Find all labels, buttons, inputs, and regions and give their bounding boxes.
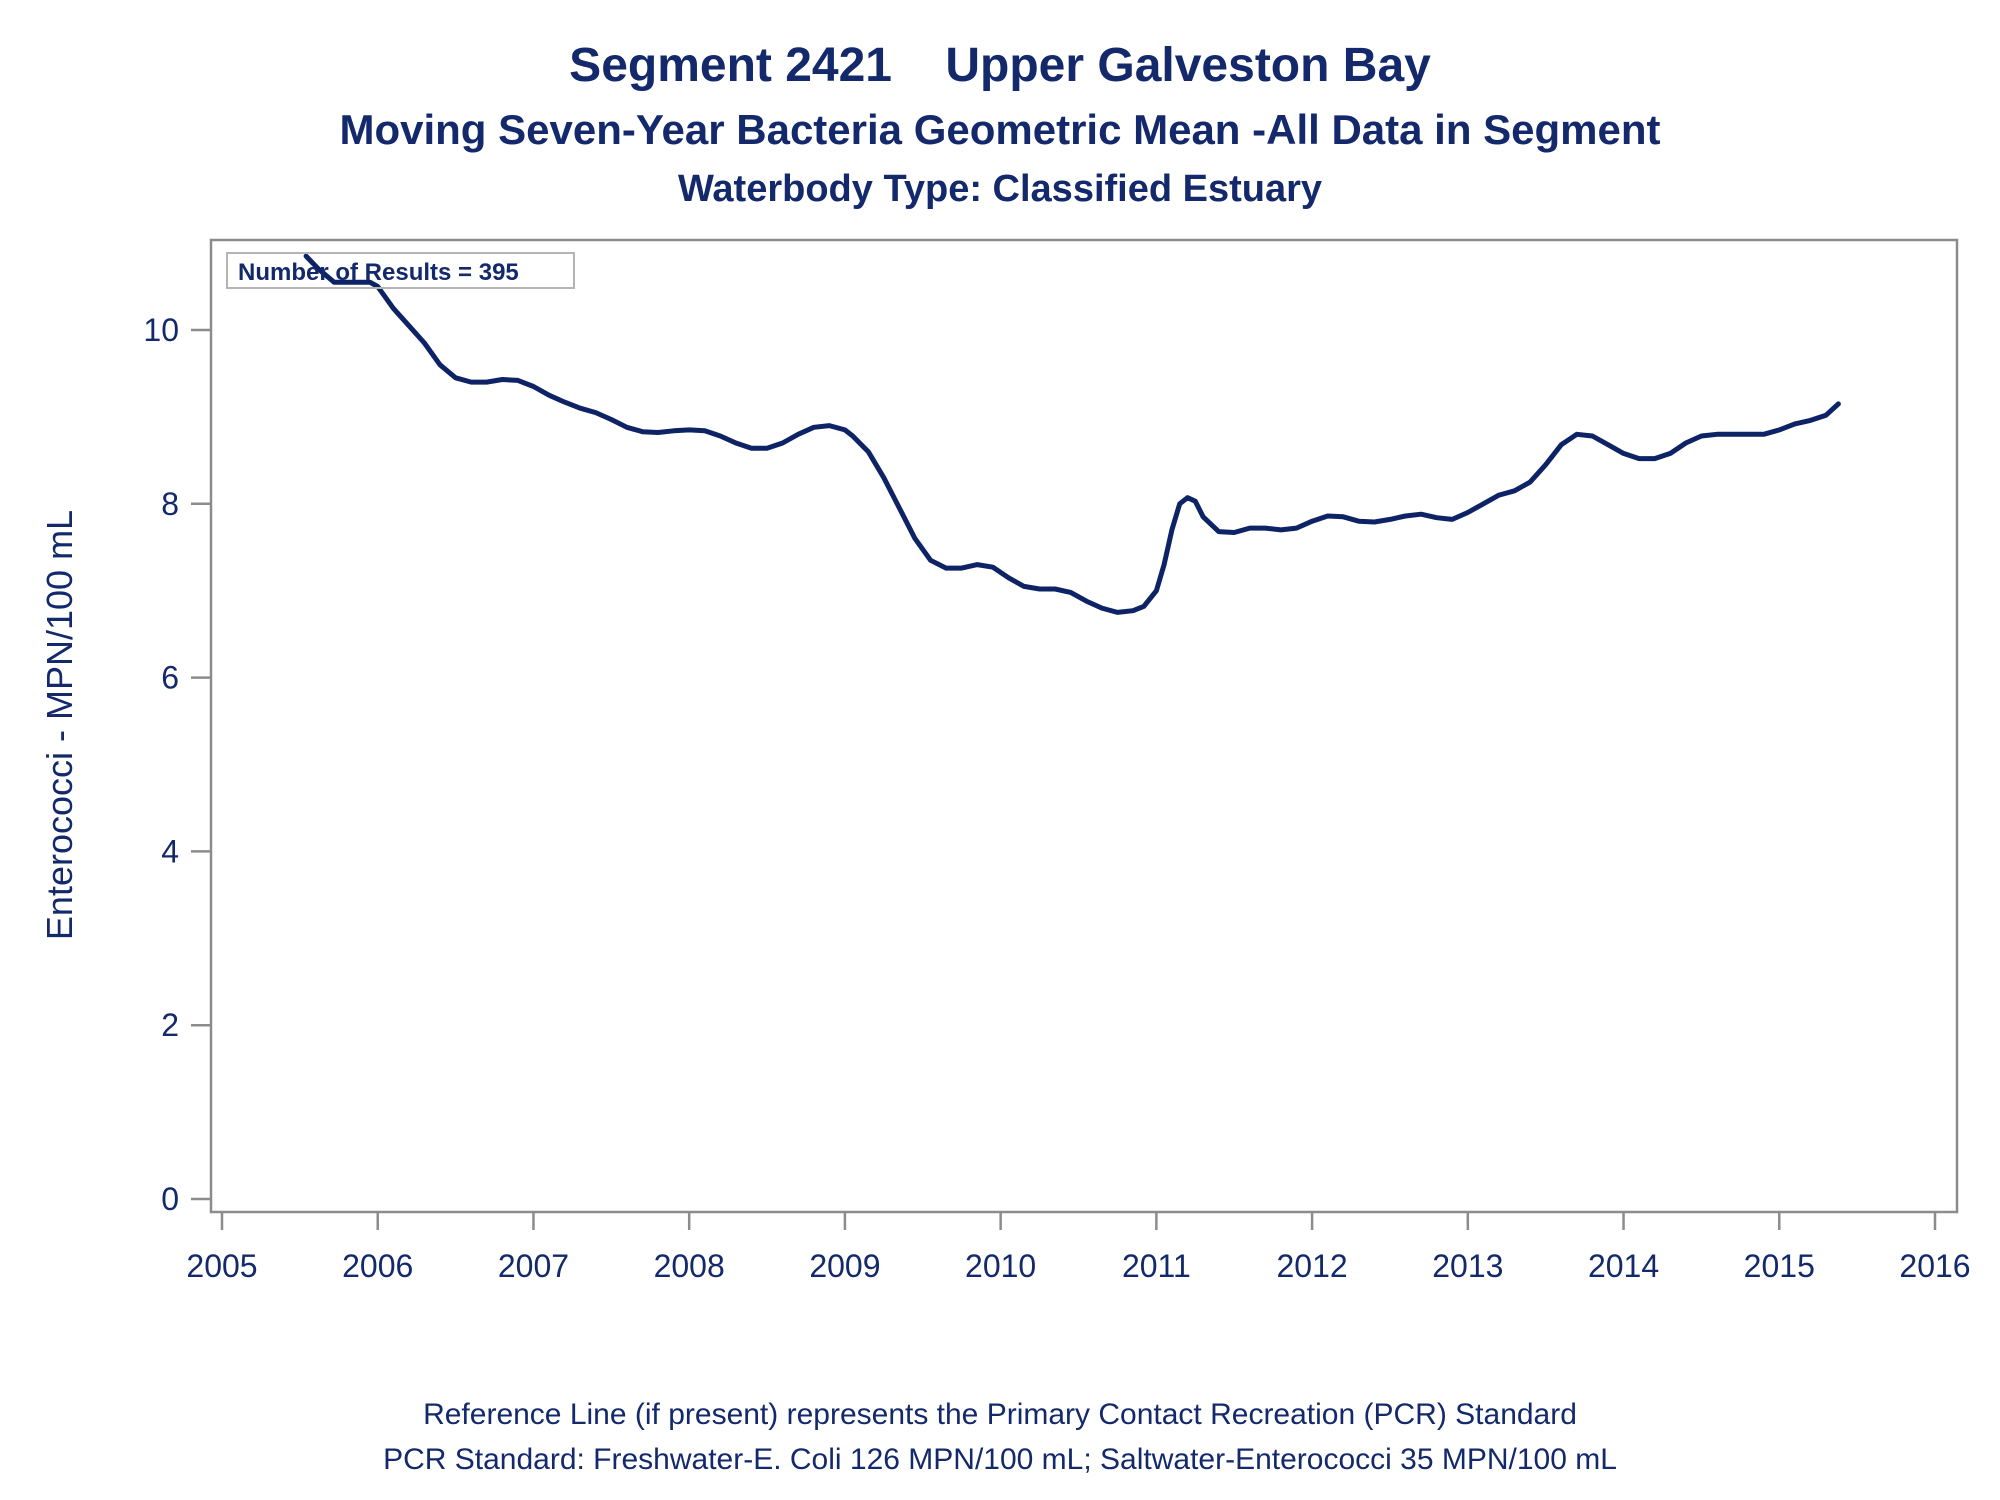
- x-tick-label: 2008: [654, 1248, 725, 1284]
- results-count-box: [226, 252, 575, 289]
- y-tick-label: 2: [161, 1007, 179, 1043]
- x-tick-label: 2016: [1899, 1248, 1970, 1284]
- chart-subtitle-waterbody: Waterbody Type: Classified Estuary: [677, 168, 1323, 210]
- x-tick-label: 2011: [1122, 1248, 1191, 1284]
- y-tick-label: 8: [161, 486, 179, 522]
- x-tick-label: 2009: [809, 1248, 880, 1284]
- footnote-reference-line: Reference Line (if present) represents t…: [423, 1398, 1577, 1431]
- y-tick-label: 4: [161, 833, 179, 869]
- chart-subtitle: Moving Seven-Year Bacteria Geometric Mea…: [339, 106, 1661, 153]
- chart-title: Segment 2421 Upper Galveston Bay: [569, 39, 1431, 92]
- x-tick-label: 2015: [1744, 1248, 1815, 1284]
- footnote-pcr-standard: PCR Standard: Freshwater-E. Coli 126 MPN…: [383, 1443, 1617, 1476]
- x-tick-label: 2012: [1276, 1248, 1347, 1284]
- x-tick-label: 2006: [342, 1248, 413, 1284]
- results-count-annotation: Number of Results = 395: [238, 259, 519, 286]
- y-axis-label: Enterococci - MPN/100 mL: [39, 510, 80, 940]
- x-tick-label: 2013: [1432, 1248, 1503, 1284]
- y-tick-label: 6: [161, 660, 179, 696]
- y-tick-label: 10: [143, 312, 179, 348]
- plot-frame: [209, 238, 1959, 1214]
- x-tick-label: 2014: [1588, 1248, 1659, 1284]
- series-line: [303, 253, 1841, 615]
- y-tick-label: 0: [161, 1181, 179, 1217]
- x-tick-label: 2007: [498, 1248, 569, 1284]
- x-tick-label: 2010: [965, 1248, 1036, 1284]
- x-tick-label: 2005: [186, 1248, 257, 1284]
